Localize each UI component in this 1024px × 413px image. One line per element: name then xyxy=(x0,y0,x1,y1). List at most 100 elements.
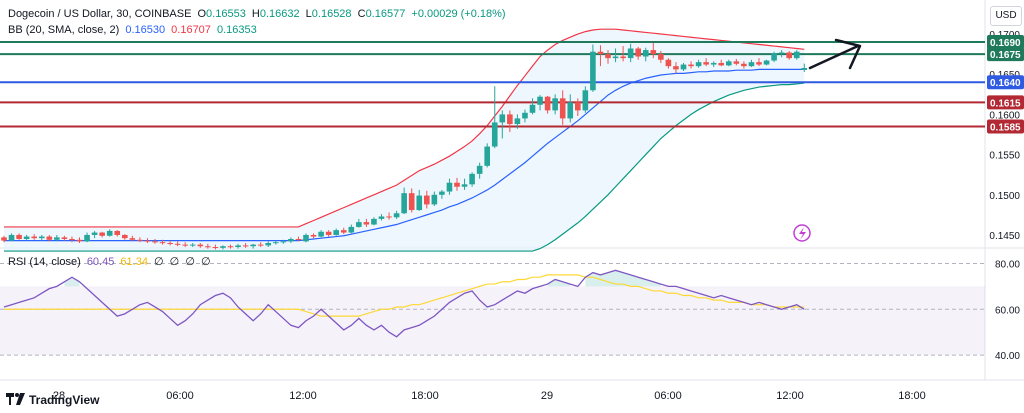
currency-button[interactable]: USD xyxy=(990,6,1022,26)
candle-body xyxy=(1,237,7,241)
candle-body xyxy=(114,230,121,235)
candle-body xyxy=(446,182,453,192)
candle-body xyxy=(348,226,355,233)
candle-body xyxy=(340,230,347,233)
rsi-overbought-fill xyxy=(615,270,624,287)
candle-body xyxy=(454,182,460,187)
candle-body xyxy=(793,51,800,59)
candle-body xyxy=(144,240,151,242)
rsi-overbought-fill xyxy=(630,274,639,287)
candle-body xyxy=(333,230,339,235)
bb-label: BB (20, SMA, close, 2) xyxy=(8,24,120,36)
x-tick-label: 18:00 xyxy=(411,390,439,402)
candle-body xyxy=(575,102,581,111)
candle-body xyxy=(31,236,37,239)
candle-body xyxy=(212,247,219,249)
symbol-legend: Dogecoin / US Dollar, 30, COINBASE O0.16… xyxy=(8,8,509,20)
candle-body xyxy=(710,62,717,65)
candle-body xyxy=(280,241,287,243)
candle-body xyxy=(129,238,136,240)
bb-fill xyxy=(4,29,805,252)
candle-body xyxy=(514,118,521,125)
rsi-overbought-fill xyxy=(623,272,631,287)
price-label-box xyxy=(987,95,1024,110)
candle-body xyxy=(748,62,755,67)
candle-body xyxy=(529,104,536,113)
candle-body xyxy=(431,194,438,205)
candle-body xyxy=(763,60,770,65)
candle-body xyxy=(552,98,558,111)
candle-body xyxy=(650,50,657,55)
low-label: L xyxy=(305,8,312,20)
candle-body xyxy=(522,112,528,119)
candle-body xyxy=(688,64,694,67)
arrow-annotation-shaft xyxy=(808,44,860,70)
rsi-extra-4: ∅ xyxy=(200,256,211,268)
candle-body xyxy=(741,63,747,67)
candle-body xyxy=(620,56,626,59)
rsi-extra-3: ∅ xyxy=(185,256,195,268)
candle-body xyxy=(612,56,619,59)
candle-body xyxy=(567,102,574,119)
price-tick-label: 0.1550 xyxy=(989,151,1020,162)
rsi-tick-label: 60.00 xyxy=(995,305,1020,316)
candle-body xyxy=(8,234,15,241)
open-value: 0.16553 xyxy=(206,8,246,20)
candle-body xyxy=(424,195,430,205)
bb-mid-value: 0.16530 xyxy=(125,24,166,36)
rsi-extra-2: ∅ xyxy=(169,256,180,268)
candle-body xyxy=(469,173,475,185)
price-tick-label: 0.1500 xyxy=(989,191,1020,202)
candle-body xyxy=(733,61,740,64)
rsi-line xyxy=(3,269,805,338)
candle-body xyxy=(303,234,309,242)
rsi-overbought-fill xyxy=(600,272,608,287)
candle-body xyxy=(756,62,762,65)
candle-body xyxy=(227,246,234,248)
high-value: 0.16632 xyxy=(259,8,300,20)
candle-body xyxy=(771,53,777,61)
price-label-text: 0.1690 xyxy=(990,38,1021,49)
close-label: C xyxy=(357,8,366,20)
candle-body xyxy=(673,66,679,70)
candle-body xyxy=(16,234,22,239)
close-value: 0.16577 xyxy=(365,8,406,20)
low-value: 0.16528 xyxy=(311,8,352,20)
rsi-ma-line xyxy=(4,274,805,317)
candle-body xyxy=(69,238,75,240)
candle-body xyxy=(46,236,53,240)
candle-body xyxy=(295,238,302,240)
symbol-title: Dogecoin / US Dollar, 30, COINBASE xyxy=(8,8,192,20)
candle-body xyxy=(250,244,256,247)
candle-body xyxy=(174,243,181,245)
candle-body xyxy=(559,98,566,119)
high-label: H xyxy=(251,8,260,20)
x-tick-label: 12:00 xyxy=(776,390,804,402)
candle-body xyxy=(642,50,649,57)
x-tick-label: 06:00 xyxy=(166,390,194,402)
bb-upper-line xyxy=(4,28,805,228)
rsi-legend: RSI (14, close) 60.45 61.34 ∅ ∅ ∅ ∅ xyxy=(8,255,214,268)
bb-lower-value: 0.16353 xyxy=(216,24,257,36)
x-tick-label: 12:00 xyxy=(289,390,317,402)
candle-body xyxy=(635,48,641,57)
candle-body xyxy=(665,59,672,67)
candle-body xyxy=(205,246,211,248)
candle-body xyxy=(61,237,68,239)
candle-body xyxy=(590,51,596,91)
candle-body xyxy=(167,243,173,244)
candle-body xyxy=(499,114,506,123)
arrow-annotation-head xyxy=(834,38,862,70)
candle-body xyxy=(393,213,400,218)
tradingview-icon xyxy=(6,393,25,405)
bb-legend: BB (20, SMA, close, 2) 0.16530 0.16707 0… xyxy=(8,24,260,36)
candle-body xyxy=(484,146,490,166)
candle-body xyxy=(99,232,105,236)
candle-body xyxy=(288,238,294,242)
candle-body xyxy=(242,245,249,247)
candle-body xyxy=(189,244,196,246)
rsi-band xyxy=(0,286,985,356)
candle-body xyxy=(137,239,143,241)
change-value: +0.00029 (+0.18%) xyxy=(411,8,506,20)
